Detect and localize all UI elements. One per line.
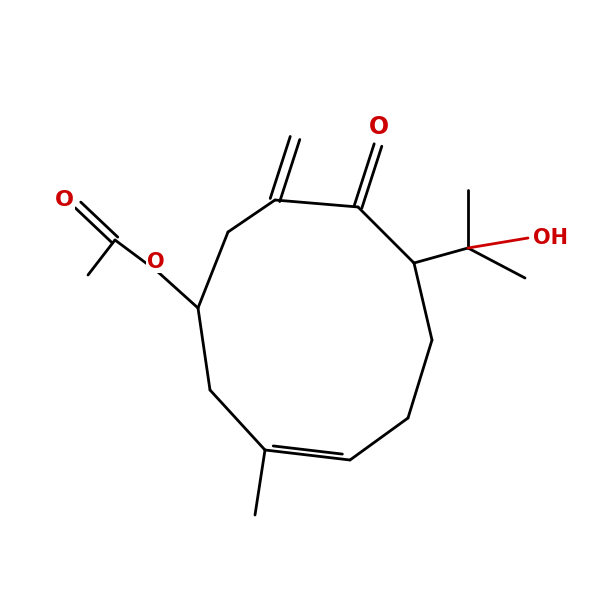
Text: OH: OH (533, 228, 568, 248)
Text: O: O (147, 252, 165, 272)
Text: O: O (369, 115, 389, 139)
Text: O: O (55, 190, 74, 210)
